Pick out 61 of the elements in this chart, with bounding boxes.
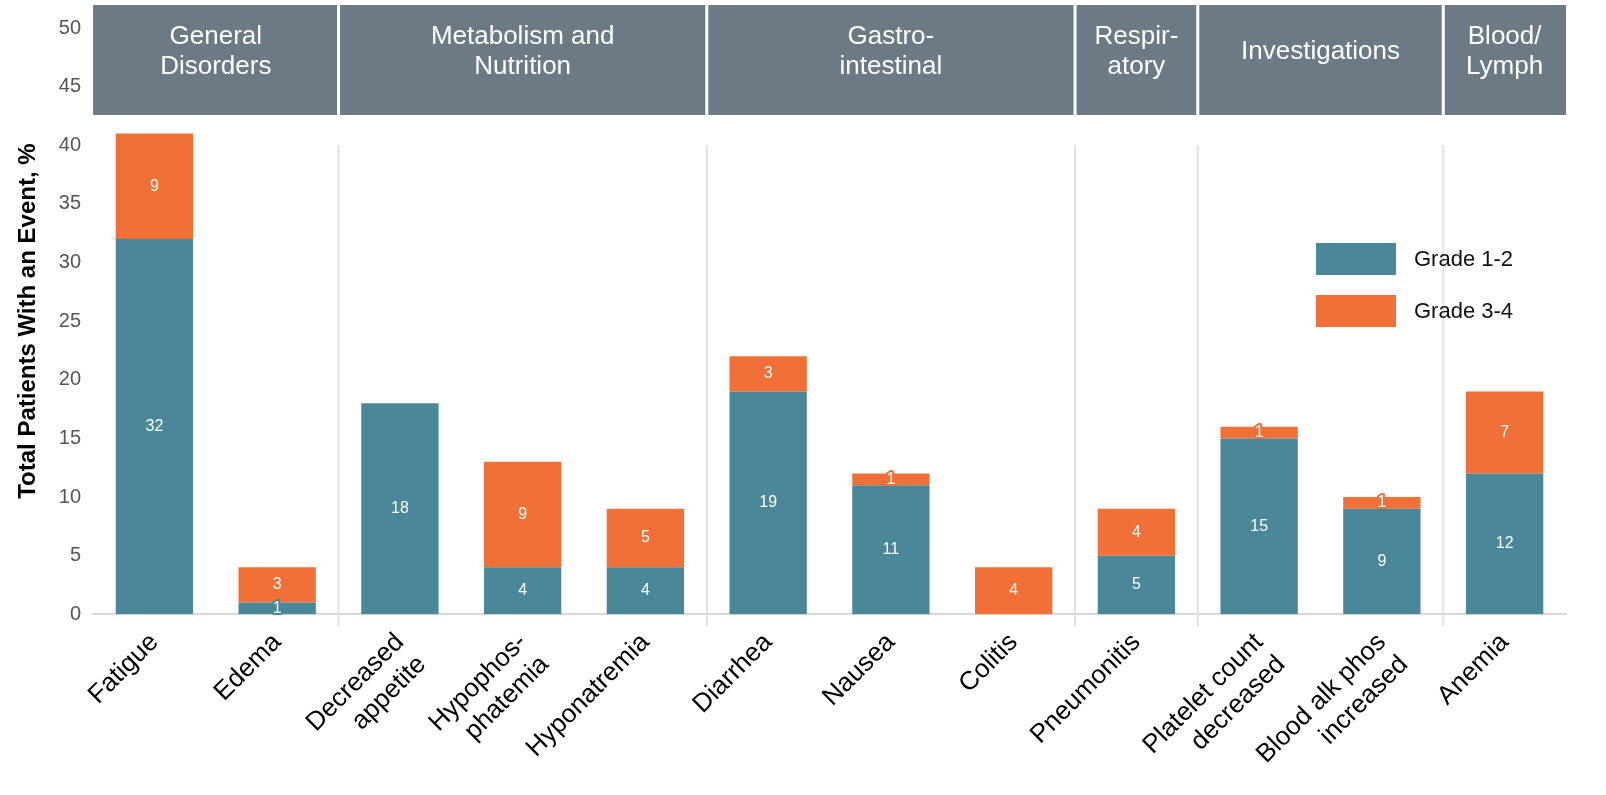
data-label: 9	[518, 505, 528, 523]
bar	[115, 133, 194, 240]
y-tick-label: 0	[69, 601, 82, 624]
bar	[1343, 508, 1421, 615]
y-axis-title: Total Patients With an Event, %	[13, 143, 41, 499]
data-label: 18	[391, 499, 409, 517]
bar	[238, 567, 316, 603]
bar	[1465, 391, 1544, 474]
bar	[606, 567, 685, 615]
data-label: 15	[1250, 516, 1269, 534]
bar	[729, 356, 807, 392]
bar	[361, 403, 439, 615]
band-label: Gastro- intestinal	[839, 20, 943, 81]
y-tick-label: 15	[58, 425, 82, 448]
y-tick-label: 45	[58, 74, 82, 97]
bar	[1220, 438, 1298, 615]
data-label: 5	[640, 528, 650, 546]
data-label: 12	[1495, 534, 1514, 552]
bar	[1097, 555, 1176, 615]
data-label: 11	[882, 540, 900, 558]
bar	[1465, 473, 1544, 615]
legend-label: Grade 1-2	[1414, 246, 1514, 272]
data-label: 3	[763, 364, 773, 382]
y-tick-label: 30	[58, 250, 82, 273]
y-tick-label: 5	[69, 543, 82, 566]
band-label: Respir- atory	[1094, 20, 1179, 81]
y-tick-label: 50	[58, 15, 82, 38]
band-label: General Disorders	[160, 20, 272, 81]
data-label: 9	[149, 176, 159, 194]
data-label: 5	[1131, 575, 1141, 593]
y-tick-label: 25	[58, 308, 82, 331]
bar	[483, 567, 562, 615]
data-label: 1	[886, 469, 896, 487]
bar	[1343, 497, 1421, 509]
data-label: 4	[518, 581, 528, 599]
bar	[852, 485, 930, 615]
band-label: Blood/ Lymph	[1466, 20, 1544, 81]
band-label: Investigations	[1241, 35, 1400, 66]
bar	[115, 239, 194, 615]
bar	[606, 508, 685, 568]
bar	[729, 391, 807, 615]
legend-label: Grade 3-4	[1414, 298, 1514, 324]
data-label: 4	[640, 581, 650, 599]
band-label: Metabolism and Nutrition	[430, 20, 615, 81]
data-label: 4	[1131, 522, 1141, 540]
data-label: 32	[145, 417, 164, 435]
bar	[1097, 508, 1176, 556]
bar	[483, 461, 562, 568]
bar	[974, 567, 1053, 615]
y-tick-label: 40	[58, 132, 82, 155]
y-tick-label: 10	[58, 484, 82, 507]
data-label: 4	[1009, 581, 1019, 599]
y-tick-label: 20	[58, 367, 82, 390]
data-label: 19	[759, 493, 778, 511]
data-label: 9	[1377, 551, 1387, 569]
data-label: 1	[1377, 493, 1387, 511]
data-label: 7	[1500, 422, 1510, 440]
data-label: 1	[1254, 422, 1264, 440]
y-tick-label: 35	[58, 191, 82, 214]
data-label: 1	[272, 598, 282, 616]
data-label: 3	[272, 575, 282, 593]
